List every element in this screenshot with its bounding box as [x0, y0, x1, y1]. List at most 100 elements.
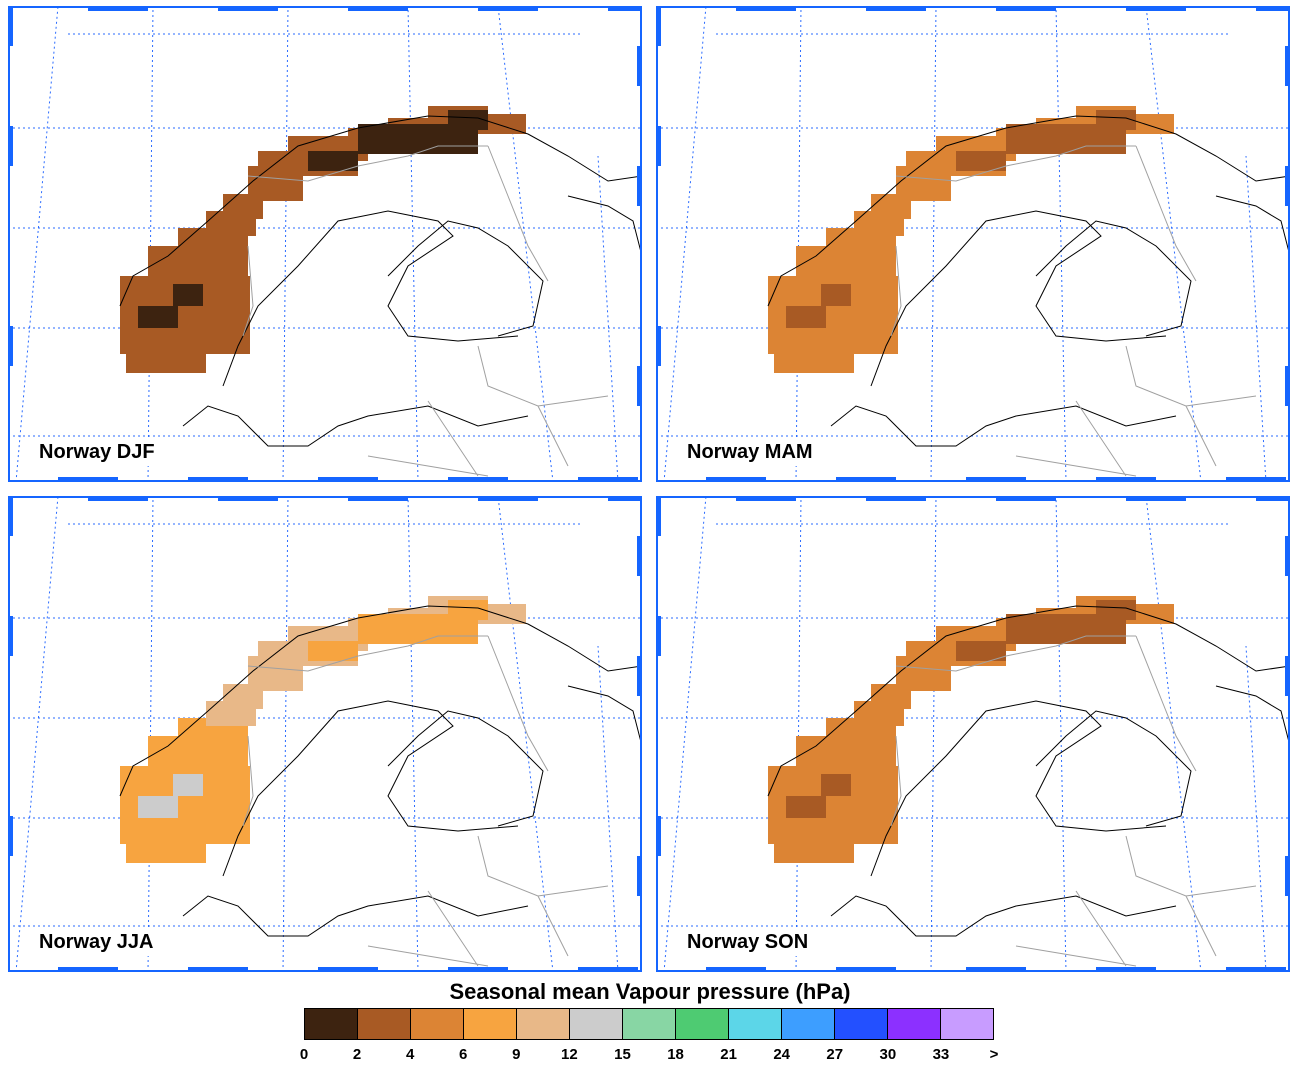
- coastline: [767, 605, 1290, 937]
- colorbar-tick-label: 9: [512, 1046, 521, 1063]
- grid-cell-block: [308, 151, 358, 171]
- graticule: [8, 496, 642, 972]
- colorbar-swatch: [305, 1009, 358, 1039]
- longitude-line: [282, 6, 289, 482]
- map-canvas: [8, 496, 642, 972]
- colorbar-swatch: [464, 1009, 517, 1039]
- norway-vapour-field: [120, 106, 526, 373]
- country-borders: [890, 145, 1257, 477]
- grid-cell-block: [173, 774, 203, 796]
- grid-cell-block: [308, 641, 358, 661]
- panel-label: Norway DJF: [34, 438, 160, 466]
- grid-cell-block: [126, 841, 206, 863]
- colorbar-tick-label: 2: [352, 1046, 362, 1063]
- map-canvas: [8, 6, 642, 482]
- grid-cell-block: [774, 351, 854, 373]
- longitude-line: [597, 155, 619, 482]
- map-panel-son: Norway SON: [656, 496, 1290, 972]
- grid-cell-block: [821, 284, 851, 306]
- graticule: [8, 6, 642, 482]
- grid-cell-block: [786, 796, 826, 818]
- country-borders: [890, 635, 1257, 967]
- grid-cell-block: [956, 151, 1006, 171]
- colorbar-tick-label: 27: [826, 1046, 844, 1063]
- longitude-line: [1245, 645, 1267, 972]
- coastline: [767, 115, 1290, 447]
- grid-cell-block: [126, 351, 206, 373]
- colorbar-tick-label: 21: [720, 1046, 737, 1063]
- longitude-line: [15, 496, 59, 972]
- colorbar-tick-label: 24: [773, 1046, 791, 1063]
- longitude-line: [15, 6, 59, 482]
- longitude-line: [597, 645, 619, 972]
- colorbar-tick-label: 18: [667, 1046, 684, 1063]
- colorbar-swatch: [835, 1009, 888, 1039]
- grid-cell-block: [448, 110, 488, 130]
- grid-cell-block: [1096, 600, 1136, 620]
- frame-ticks: [8, 496, 642, 972]
- longitude-line: [147, 496, 154, 972]
- longitude-line: [407, 496, 419, 972]
- colorbar-ticks: 0 2 4 6 9 12 15 18 21 24 27 30 33 >: [0, 1046, 1300, 1066]
- longitude-line: [147, 6, 154, 482]
- grid-cell-block: [173, 284, 203, 306]
- map-canvas: [656, 6, 1290, 482]
- grid-cell-block: [786, 306, 826, 328]
- frame-ticks: [8, 6, 642, 482]
- map-frame: [8, 6, 642, 482]
- longitude-line: [497, 496, 554, 972]
- graticule: [656, 496, 1290, 972]
- map-panel-djf: Norway DJF: [8, 6, 642, 482]
- colorbar-tick-label: 15: [614, 1046, 631, 1063]
- grid-cell-block: [1096, 110, 1136, 130]
- graticule: [656, 6, 1290, 482]
- colorbar-swatch: [941, 1009, 993, 1039]
- colorbar-tick-label: 12: [561, 1046, 578, 1063]
- longitude-line: [795, 6, 802, 482]
- grid-cell-block: [774, 841, 854, 863]
- frame-ticks: [656, 6, 1290, 482]
- panel-label: Norway MAM: [682, 438, 818, 466]
- longitude-line: [663, 6, 707, 482]
- map-canvas: [656, 496, 1290, 972]
- colorbar-swatch: [676, 1009, 729, 1039]
- grid-cell-block: [956, 641, 1006, 661]
- colorbar-swatch: [782, 1009, 835, 1039]
- country-borders: [242, 635, 609, 967]
- frame-ticks: [656, 496, 1290, 972]
- longitude-line: [1145, 6, 1202, 482]
- colorbar-swatch: [411, 1009, 464, 1039]
- colorbar-tick-label: 6: [459, 1046, 468, 1063]
- longitude-line: [663, 496, 707, 972]
- map-frame: [656, 496, 1290, 972]
- colorbar: [304, 1008, 994, 1040]
- colorbar-tick-label: >: [989, 1046, 999, 1063]
- longitude-line: [930, 6, 937, 482]
- colorbar-swatch: [570, 1009, 623, 1039]
- panel-label: Norway JJA: [34, 928, 159, 956]
- map-frame: [656, 6, 1290, 482]
- coastline: [119, 115, 642, 447]
- longitude-line: [282, 496, 289, 972]
- colorbar-swatch: [358, 1009, 411, 1039]
- colorbar-tick-label: 30: [879, 1046, 897, 1063]
- grid-cell-block: [448, 600, 488, 620]
- colorbar-tick-label: 4: [405, 1046, 415, 1063]
- colorbar-swatch: [517, 1009, 570, 1039]
- map-panel-jja: Norway JJA: [8, 496, 642, 972]
- longitude-line: [407, 6, 419, 482]
- map-frame: [8, 496, 642, 972]
- grid-cell-block: [138, 796, 178, 818]
- colorbar-swatch: [729, 1009, 782, 1039]
- longitude-line: [930, 496, 937, 972]
- coastline: [119, 605, 642, 937]
- grid-cell-block: [138, 306, 178, 328]
- colorbar-tick-label: 0: [299, 1046, 309, 1063]
- grid-cell-block: [821, 774, 851, 796]
- longitude-line: [795, 496, 802, 972]
- longitude-line: [1055, 6, 1067, 482]
- panel-label: Norway SON: [682, 928, 814, 956]
- colorbar-swatch: [623, 1009, 676, 1039]
- country-borders: [242, 145, 609, 477]
- longitude-line: [497, 6, 554, 482]
